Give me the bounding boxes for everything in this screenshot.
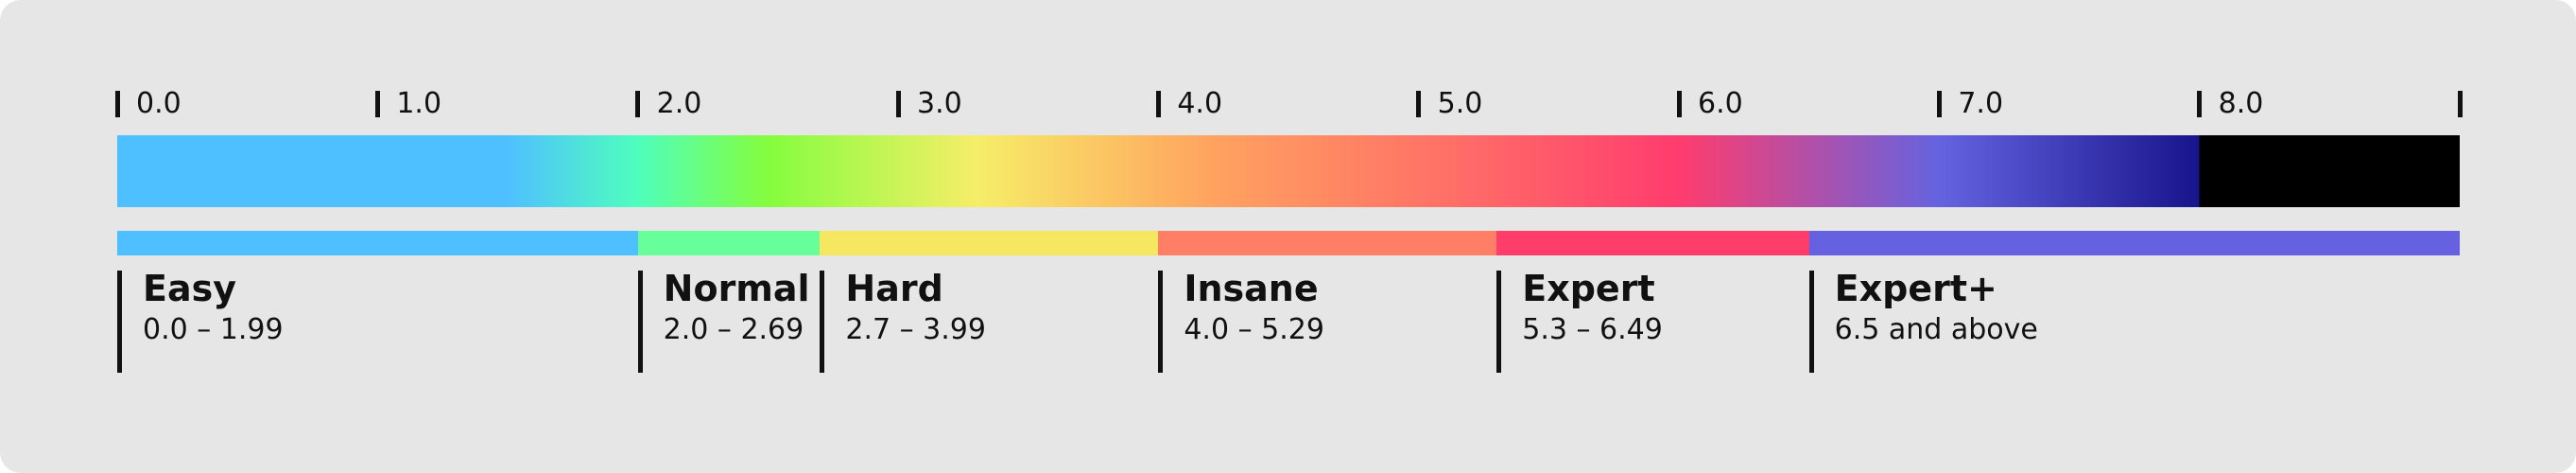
range-name: Expert xyxy=(1522,268,1655,309)
scale-tick xyxy=(374,91,380,117)
scale-tick-label: 5.0 xyxy=(1437,87,1483,120)
scale-tick xyxy=(1676,91,1682,117)
range-divider xyxy=(637,271,643,373)
scale-tick-label: 6.0 xyxy=(1698,87,1743,120)
difficulty-band xyxy=(1808,231,2460,255)
difficulty-band xyxy=(1496,231,1809,255)
range-divider xyxy=(117,271,122,373)
range-name: Hard xyxy=(845,268,943,309)
scale-tick xyxy=(2197,91,2203,117)
scale-tick xyxy=(1416,91,1422,117)
difficulty-band xyxy=(117,231,638,255)
range-name: Easy xyxy=(143,268,236,309)
range-span: 2.0 – 2.69 xyxy=(663,313,804,346)
range-name: Normal xyxy=(663,268,810,309)
scale-tick-label: 7.0 xyxy=(1958,87,2004,120)
scale-tick-label: 2.0 xyxy=(656,87,702,120)
scale-tick xyxy=(2457,91,2463,117)
scale-tick-label: 1.0 xyxy=(396,87,442,120)
scale-tick-label: 3.0 xyxy=(917,87,962,120)
range-divider xyxy=(820,271,825,373)
scale-tick-label: 4.0 xyxy=(1177,87,1223,120)
range-span: 5.3 – 6.49 xyxy=(1522,313,1663,346)
scale-tick-label: 0.0 xyxy=(136,87,182,120)
range-name: Expert+ xyxy=(1834,268,1997,309)
range-name: Insane xyxy=(1184,268,1319,309)
scale-tick xyxy=(1155,91,1161,117)
range-divider xyxy=(1808,271,1814,373)
range-span: 6.5 and above xyxy=(1834,313,2038,346)
scale-tick-label: 8.0 xyxy=(2218,87,2264,120)
scale-tick xyxy=(895,91,901,117)
range-span: 4.0 – 5.29 xyxy=(1184,313,1324,346)
difficulty-band xyxy=(820,231,1159,255)
difficulty-band-bar xyxy=(117,231,2460,255)
scale-tick xyxy=(114,91,120,117)
scale-tick xyxy=(1936,91,1942,117)
difficulty-band xyxy=(637,231,821,255)
range-divider xyxy=(1158,271,1164,373)
range-divider xyxy=(1496,271,1502,373)
range-span: 0.0 – 1.99 xyxy=(143,313,284,346)
range-span: 2.7 – 3.99 xyxy=(845,313,986,346)
difficulty-band xyxy=(1158,231,1497,255)
scale-tick xyxy=(635,91,641,117)
difficulty-gradient-bar xyxy=(117,135,2460,207)
